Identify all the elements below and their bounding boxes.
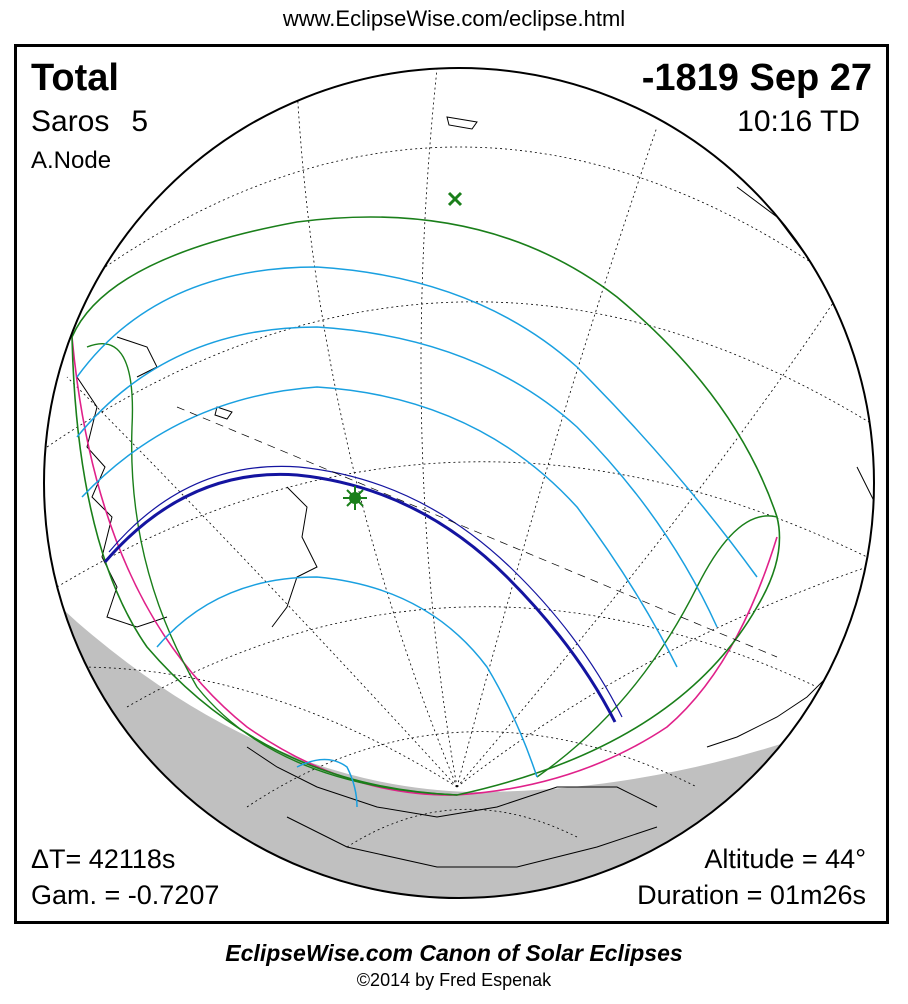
globe-disc [44, 68, 874, 898]
orbit-node: A.Node [31, 147, 112, 174]
saros-info: Saros 5 [31, 105, 148, 139]
eclipse-time: 10:16 TD [737, 105, 860, 138]
penumbral-east-curve [536, 515, 778, 778]
graticule [46, 68, 874, 848]
central-line [103, 472, 617, 723]
eclipse-date: -1819 Sep 27 [641, 57, 872, 99]
sun-altitude: Altitude = 44° [704, 844, 866, 874]
globe-map [43, 67, 875, 899]
copyright-notice: ©2014 by Fred Espenak [356, 970, 552, 990]
saros-number: 5 [131, 105, 149, 138]
eclipse-duration: Duration = 01m26s [637, 880, 866, 910]
gamma-value: Gam. = -0.7207 [31, 880, 220, 910]
shadow-axis-line [176, 406, 778, 658]
globe-outline [43, 67, 875, 899]
eclipse-contours [76, 266, 758, 808]
rise-set-curve [71, 336, 778, 796]
subsolar-point-marker [447, 191, 463, 207]
greatest-eclipse-marker [343, 486, 367, 510]
eclipse-type: Total [31, 57, 119, 99]
central-path-limit [108, 465, 623, 718]
penumbral-limit-curve [71, 216, 781, 796]
delta-t: ΔT= 42118s [31, 844, 176, 874]
source-url[interactable]: www.EclipseWise.com/eclipse.html [282, 6, 626, 31]
canon-title: EclipseWise.com Canon of Solar Eclipses [225, 940, 683, 966]
eclipse-map-frame: Total -1819 Sep 27 Saros 5 10:16 TD A.Nod… [14, 44, 889, 924]
saros-label: Saros [31, 105, 110, 138]
penumbral-southern-curve [86, 342, 458, 796]
